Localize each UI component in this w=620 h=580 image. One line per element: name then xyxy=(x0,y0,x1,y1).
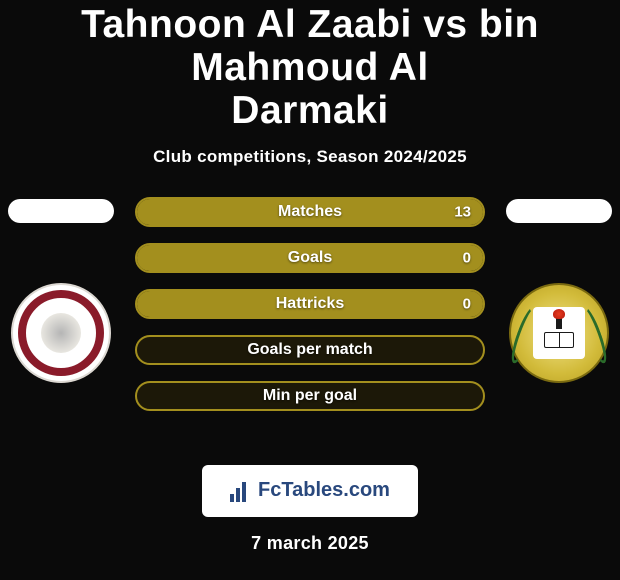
player-right-column xyxy=(504,197,614,383)
flag-right xyxy=(506,199,612,223)
stat-value-right: 0 xyxy=(463,295,471,312)
report-date: 7 march 2025 xyxy=(0,533,620,554)
stat-label: Hattricks xyxy=(276,295,344,313)
club-badge-left xyxy=(11,283,111,383)
torch-icon xyxy=(556,317,562,329)
stats-list: Matches 13 Goals 0 Hattricks 0 Goals per match… xyxy=(135,197,485,411)
stat-row: Goals 0 xyxy=(135,243,485,273)
stat-value-right: 0 xyxy=(463,249,471,266)
stat-row: Hattricks 0 xyxy=(135,289,485,319)
comparison-title: Tahnoon Al Zaabi vs bin Mahmoud Al Darma… xyxy=(0,0,620,133)
stat-value-right: 13 xyxy=(454,203,471,220)
stat-label: Goals xyxy=(288,249,332,267)
brand-text: FcTables.com xyxy=(258,479,390,502)
stat-row: Min per goal xyxy=(135,381,485,411)
stat-label: Goals per match xyxy=(247,341,372,359)
player-left-column xyxy=(6,197,116,383)
club-badge-right-inner xyxy=(533,307,585,359)
bar-chart-icon xyxy=(230,480,252,502)
comparison-body: Matches 13 Goals 0 Hattricks 0 Goals per match… xyxy=(0,197,620,447)
subtitle: Club competitions, Season 2024/2025 xyxy=(0,147,620,167)
brand-badge[interactable]: FcTables.com xyxy=(202,465,418,517)
stat-row: Goals per match xyxy=(135,335,485,365)
stat-label: Min per goal xyxy=(263,387,357,405)
club-badge-right xyxy=(509,283,609,383)
flag-left xyxy=(8,199,114,223)
stat-row: Matches 13 xyxy=(135,197,485,227)
title-line-1: Tahnoon Al Zaabi vs bin Mahmoud Al xyxy=(81,3,539,89)
club-badge-left-inner xyxy=(41,313,81,353)
book-icon xyxy=(544,332,574,348)
stat-label: Matches xyxy=(278,203,342,221)
title-line-2: Darmaki xyxy=(231,89,388,132)
